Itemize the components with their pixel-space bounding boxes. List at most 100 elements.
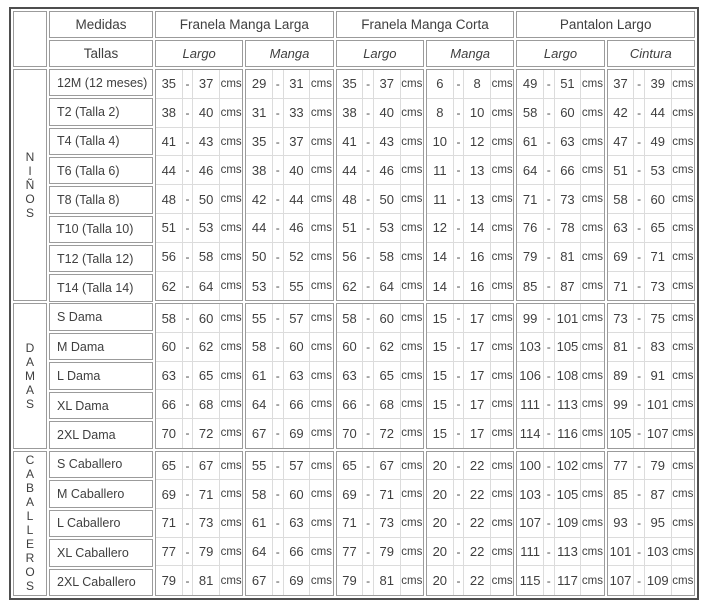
measure-unit: cms — [671, 156, 694, 186]
measure-dash: - — [182, 185, 194, 215]
measure-min: 62 — [156, 271, 183, 301]
measure-max: 102 — [554, 451, 582, 481]
measure-unit: cms — [490, 185, 514, 215]
measure-dash: - — [543, 127, 555, 157]
measure-dash: - — [453, 451, 465, 481]
measure-dash: - — [363, 271, 374, 301]
measure-unit: cms — [490, 509, 514, 538]
subheader-manga: Manga — [245, 40, 334, 67]
size-row-label: T12 (Talla 12) — [49, 244, 153, 273]
measure-dash: - — [543, 361, 555, 391]
measure-max: 113 — [554, 390, 582, 420]
measure-unit: cms — [490, 243, 514, 272]
measure-min: 85 — [517, 271, 544, 301]
measure-unit: cms — [310, 185, 333, 215]
measure-unit: cms — [581, 70, 604, 99]
measure-unit: cms — [219, 480, 243, 510]
size-row-label: M Caballero — [49, 480, 153, 508]
measure-unit: cms — [581, 509, 604, 538]
measure-max: 40 — [193, 98, 220, 128]
measure-max: 73 — [645, 271, 672, 301]
measure-unit: cms — [310, 280, 332, 293]
measure-group: 65-67 cms 69-71 cms 71-73 cms 77-79 cms 79-81 cms — [155, 450, 244, 596]
measure-dash: - — [543, 333, 555, 362]
measure-dash: - — [543, 451, 555, 481]
vertical-letter: B — [25, 481, 34, 496]
measure-min: 20 — [427, 537, 454, 567]
measure-max: 81 — [554, 242, 582, 272]
measure-min: 65 — [156, 451, 183, 481]
measure-unit: cms — [490, 99, 514, 128]
measure-max: 12 — [464, 127, 491, 157]
measure-group: 65-67 cms 69-71 cms 71-73 cms 77-79 cms 79-81 cms — [335, 450, 424, 596]
measure-unit: cms — [219, 70, 243, 99]
measure-min: 44 — [246, 214, 273, 243]
measure-min: 58 — [246, 333, 273, 362]
measure-unit: cms — [310, 452, 333, 481]
measure-max: 105 — [554, 333, 582, 362]
measure-min: 106 — [517, 361, 544, 391]
measure-min: 14 — [427, 271, 454, 301]
measure-unit: cms — [310, 538, 333, 567]
vertical-letter: A — [25, 467, 34, 482]
measure-dash: - — [272, 537, 284, 567]
measure-dash: - — [182, 451, 194, 481]
measure-unit: cms — [400, 70, 423, 99]
measure-dash: - — [272, 185, 284, 215]
measure-min: 42 — [246, 185, 273, 215]
measure-dash: - — [272, 242, 284, 272]
measure-unit: cms — [219, 452, 243, 481]
measure-min: 51 — [607, 156, 635, 186]
measure-group: 29-31 cms 31-33 cms 35-37 cms 38-40 cms 42-44 cms… — [245, 69, 334, 302]
measure-unit: cms — [401, 280, 423, 293]
measure-min: 53 — [246, 271, 273, 301]
measure-min: 38 — [156, 98, 183, 128]
measure-dash: - — [453, 98, 465, 128]
measure-max: 40 — [373, 98, 401, 128]
measure-max: 69 — [284, 419, 311, 448]
measure-min: 89 — [607, 361, 635, 391]
measure-min: 76 — [517, 214, 544, 243]
header-medidas: Medidas — [49, 11, 153, 38]
measure-max: 17 — [464, 419, 491, 448]
measure-max: 81 — [374, 566, 401, 595]
measure-dash: - — [453, 304, 465, 334]
measure-min: 63 — [156, 361, 183, 391]
measure-max: 113 — [554, 537, 582, 567]
measure-max: 109 — [645, 566, 672, 595]
measure-max: 53 — [373, 214, 401, 243]
measure-unit: cms — [219, 304, 243, 334]
measure-dash: - — [453, 480, 465, 510]
measure-max: 17 — [464, 390, 491, 420]
measure-unit: cms — [310, 362, 333, 391]
measure-unit: cms — [400, 362, 423, 391]
measure-unit: cms — [219, 390, 243, 420]
measure-unit: cms — [220, 280, 242, 293]
measure-dash: - — [182, 480, 194, 510]
measure-max: 46 — [373, 156, 401, 186]
measure-max: 107 — [645, 419, 672, 448]
measure-min: 56 — [336, 242, 364, 272]
measure-dash: - — [272, 361, 284, 391]
vertical-letter: R — [25, 551, 35, 566]
measure-unit: cms — [400, 480, 423, 510]
measure-min: 44 — [156, 156, 183, 186]
measure-dash: - — [272, 98, 284, 128]
measure-unit: cms — [490, 390, 514, 420]
measure-unit: cms — [581, 156, 604, 186]
size-row-label: T4 (Talla 4) — [49, 127, 153, 155]
vertical-letter: O — [25, 565, 35, 580]
measure-unit: cms — [671, 538, 694, 567]
measure-dash: - — [634, 214, 645, 243]
measure-min: 107 — [517, 509, 544, 538]
measure-min: 8 — [427, 98, 454, 128]
measure-unit: cms — [490, 333, 514, 362]
vertical-letter: C — [25, 453, 35, 468]
measure-dash: - — [363, 214, 374, 243]
measure-dash: - — [453, 509, 465, 538]
measure-dash: - — [634, 509, 645, 538]
measure-min: 48 — [336, 185, 364, 215]
measure-min: 100 — [517, 451, 544, 481]
vertical-letter: S — [25, 397, 34, 412]
